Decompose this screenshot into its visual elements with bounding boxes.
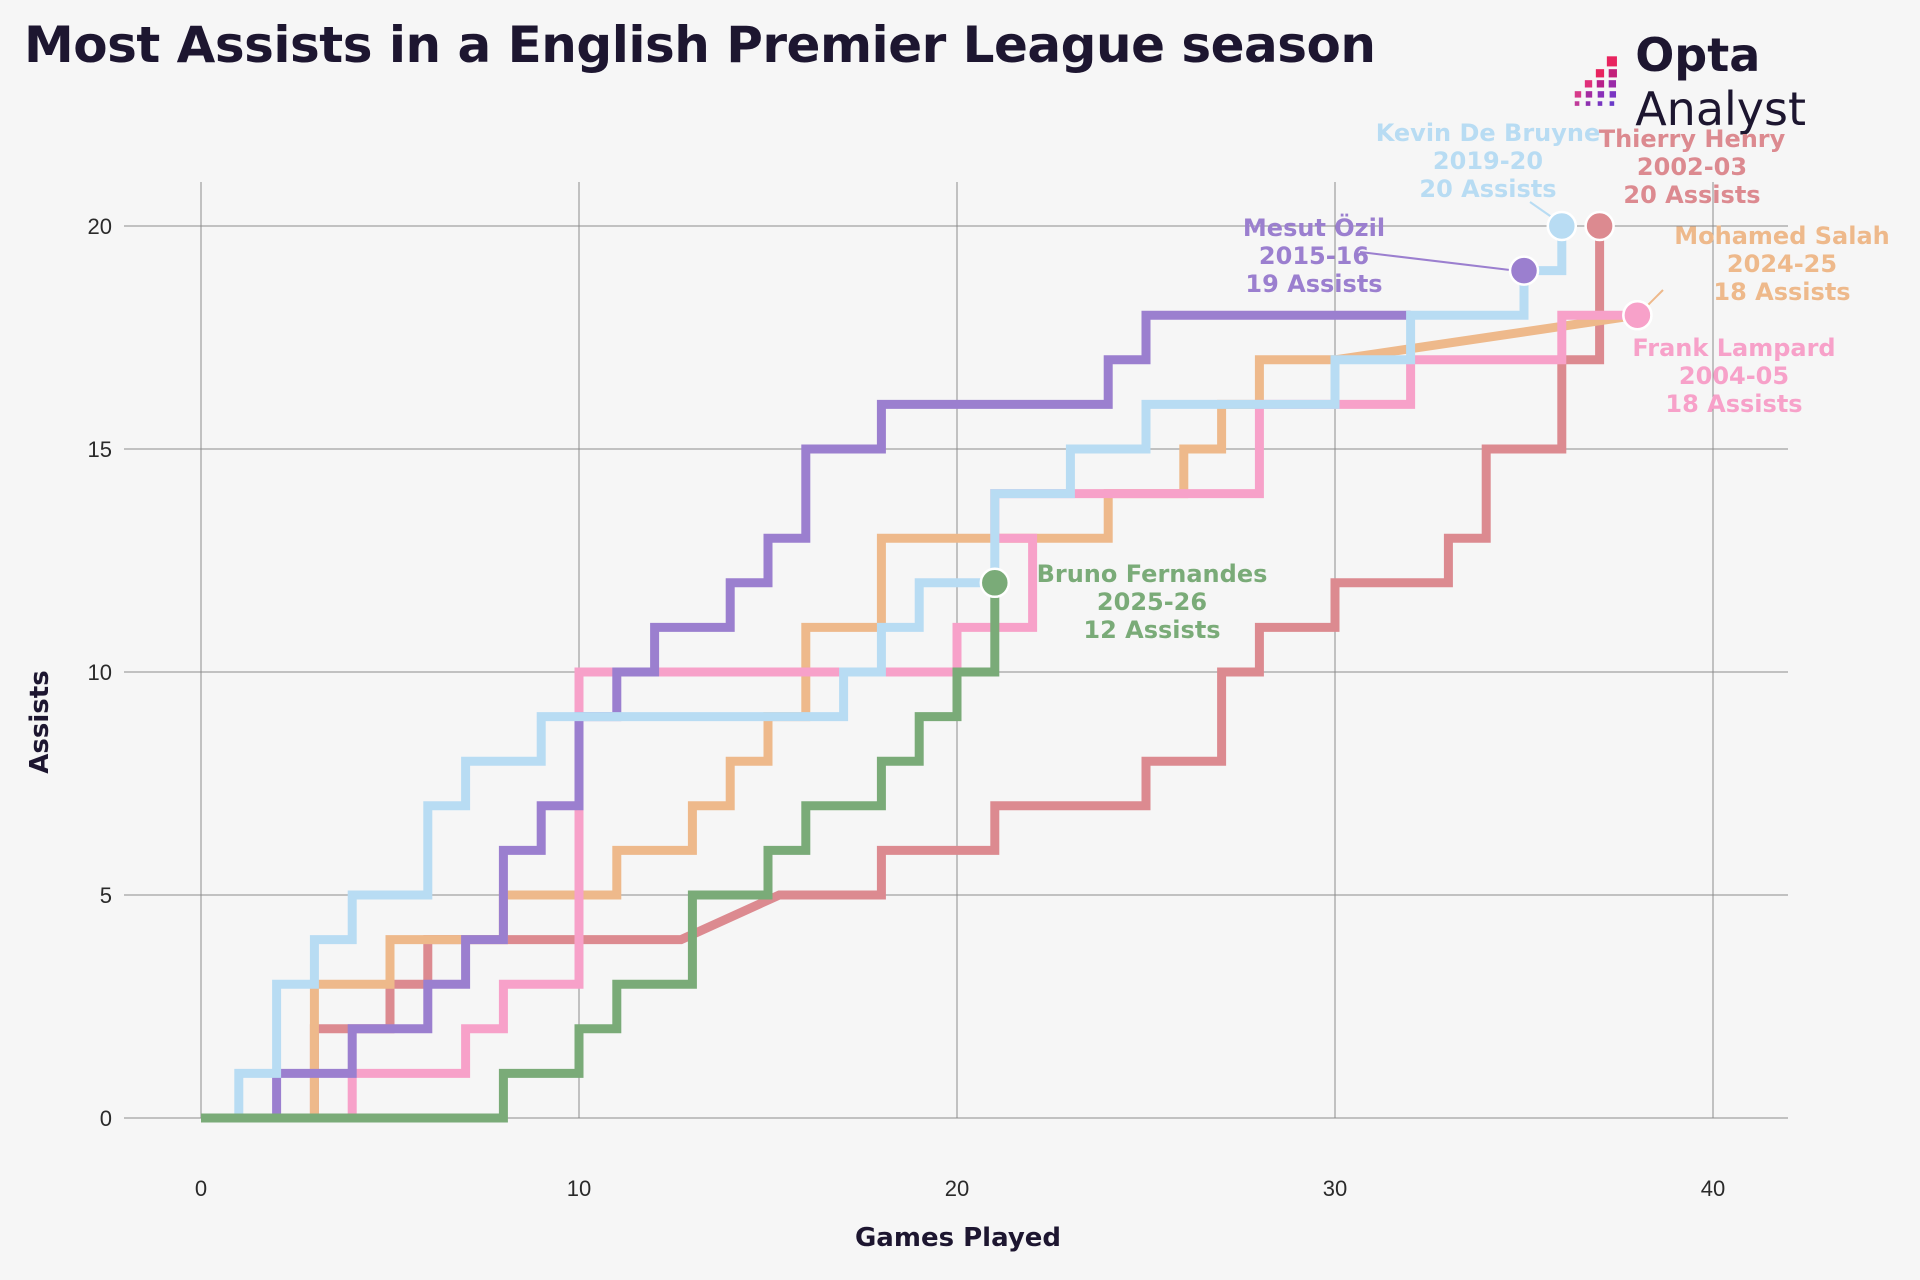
opta-analyst-logo: Opta Analyst <box>1572 28 1920 136</box>
series-line-fernandes <box>201 582 1000 1123</box>
y-axis-label: Assists <box>25 670 55 773</box>
series-label-line: 2015-16 <box>1259 242 1369 270</box>
x-tick-label: 40 <box>1701 1176 1725 1201</box>
series-label-line: 20 Assists <box>1623 181 1760 209</box>
series-lines <box>201 226 1639 1123</box>
series-label-line: 2004-05 <box>1679 362 1789 390</box>
series-label-line: Kevin De Bruyne <box>1376 119 1601 147</box>
end-marker-ozil <box>1508 255 1540 286</box>
opta-logo-icon <box>1574 56 1617 106</box>
y-tick-label: 10 <box>88 660 112 685</box>
x-tick-label: 30 <box>1323 1176 1347 1201</box>
x-tick-label: 10 <box>567 1176 591 1201</box>
series-label-line: Bruno Fernandes <box>1037 560 1268 588</box>
series-label-line: 2024-25 <box>1727 250 1837 278</box>
y-tick-label: 15 <box>88 437 112 462</box>
series-label-line: Thierry Henry <box>1599 125 1786 153</box>
series-label-line: Frank Lampard <box>1632 334 1835 362</box>
series-label-fernandes: Bruno Fernandes 2025-26 12 Assists <box>1037 560 1268 644</box>
end-markers <box>979 210 1653 599</box>
series-label-lampard: Frank Lampard 2004-05 18 Assists <box>1632 334 1835 418</box>
series-line-debruyne <box>234 226 1567 1118</box>
x-tick-labels: 0 10 20 30 40 <box>195 1176 1725 1201</box>
series-label-henry: Thierry Henry 2002-03 20 Assists <box>1599 125 1786 209</box>
series-line-ozil <box>272 310 1411 1118</box>
series-label-line: 18 Assists <box>1713 278 1850 306</box>
series-label-line: 19 Assists <box>1245 270 1382 298</box>
end-marker-lampard <box>1622 299 1653 331</box>
x-tick-label: 0 <box>195 1176 207 1201</box>
y-tick-label: 20 <box>88 214 112 239</box>
series-label-line: 2019-20 <box>1433 147 1543 175</box>
leader-line-ozil <box>1359 251 1511 271</box>
chart-title: Most Assists in a English Premier League… <box>24 16 1376 74</box>
y-tick-label: 5 <box>100 883 112 908</box>
leader-line-debruyne <box>1529 201 1554 219</box>
grid <box>124 182 1788 1119</box>
label-leaders <box>1359 201 1664 306</box>
series-label-line: 18 Assists <box>1665 390 1802 418</box>
series-label-line: 12 Assists <box>1083 616 1220 644</box>
series-label-debruyne: Kevin De Bruyne 2019-20 20 Assists <box>1376 119 1601 203</box>
x-axis-label: Games Played <box>855 1223 1061 1253</box>
series-label-line: 2025-26 <box>1097 588 1207 616</box>
end-marker-fernandes <box>979 567 1011 599</box>
series-label-line: 2002-03 <box>1637 153 1747 181</box>
series-label-line: Mesut Özil <box>1243 212 1385 242</box>
end-marker-debruyne <box>1546 210 1578 242</box>
series-label-ozil: Mesut Özil 2015-16 19 Assists <box>1243 212 1385 298</box>
series-line-henry <box>309 226 1605 1118</box>
series-label-line: 20 Assists <box>1419 175 1556 203</box>
series-label-salah: Mohamed Salah 2024-25 18 Assists <box>1674 222 1889 306</box>
y-tick-label: 0 <box>100 1106 112 1131</box>
y-tick-labels: 0 5 10 15 20 <box>88 214 112 1131</box>
leader-line-salah <box>1647 289 1664 306</box>
x-tick-label: 20 <box>945 1176 969 1201</box>
end-marker-henry <box>1584 210 1615 242</box>
brand-name: Opta Analyst <box>1635 28 1807 136</box>
series-line-salah <box>309 310 1639 1118</box>
series-label-line: Mohamed Salah <box>1674 222 1889 250</box>
